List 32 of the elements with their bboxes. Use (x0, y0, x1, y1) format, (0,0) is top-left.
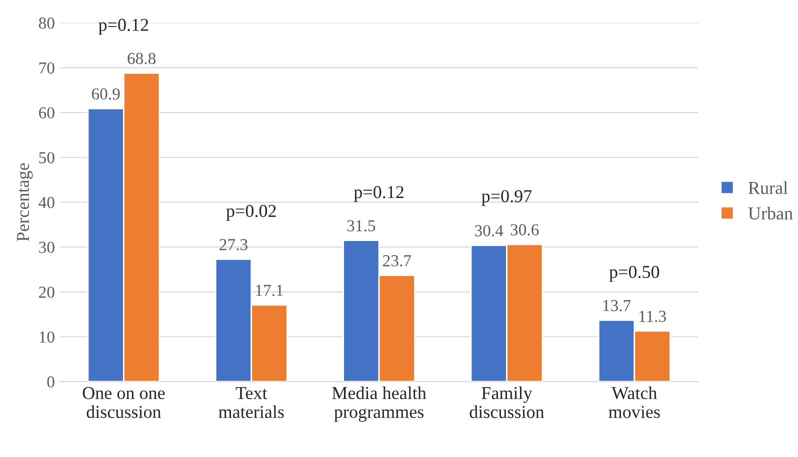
data-label: 30.4 (475, 225, 504, 236)
y-tick-label: 10 (40, 331, 54, 343)
y-tick-label: 30 (39, 242, 54, 254)
y-tick-label: 80 (38, 18, 54, 29)
data-label: 31.5 (347, 220, 376, 232)
x-tick-label: Media health programmes (332, 386, 426, 422)
data-label: 17.1 (256, 284, 283, 296)
y-tick-label: 0 (47, 376, 54, 388)
x-tick-label: One on one discussion (82, 387, 165, 418)
y-tick-label: 70 (39, 62, 54, 74)
y-tick-label: 60 (39, 107, 54, 118)
annotation: p=0.50 (609, 266, 660, 282)
data-label: 27.3 (220, 239, 248, 250)
y-tick-label: 50 (39, 152, 54, 164)
y-tick-label: 40 (38, 196, 54, 208)
annotation: p=0.97 (482, 190, 532, 206)
annotation: p=0.12 (354, 186, 404, 202)
x-tick-label: Family discussion (470, 386, 544, 418)
annotation: p=0.02 (226, 204, 276, 221)
y-axis-title: Percentage (17, 163, 33, 242)
data-label: 30.6 (510, 224, 539, 236)
legend-label: Rural (748, 181, 788, 194)
legend-label: Urban (748, 206, 793, 220)
data-label: 11.3 (639, 310, 666, 322)
annotation: p=0.12 (98, 18, 148, 35)
data-label: 68.8 (128, 52, 156, 64)
y-tick-label: 20 (39, 286, 54, 298)
data-label: 60.9 (92, 88, 120, 100)
x-tick-label: Text materials (218, 387, 284, 418)
data-label: 23.7 (383, 255, 412, 266)
data-label: 13.7 (603, 300, 631, 312)
x-tick-label: Watch movies (608, 386, 660, 418)
